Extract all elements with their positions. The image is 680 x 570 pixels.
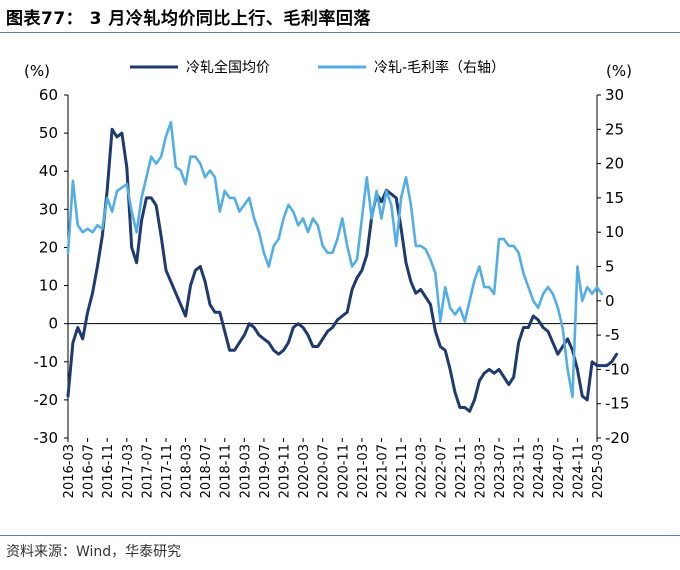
left-tick-label: 60: [39, 86, 58, 104]
x-tick-label: 2024-11: [571, 444, 586, 498]
x-tick-label: 2023-11: [513, 444, 528, 498]
right-tick-label: -15: [605, 395, 630, 413]
x-tick-label: 2020-03: [297, 444, 312, 498]
right-tick-label: 30: [605, 86, 624, 104]
right-tick-label: 25: [605, 120, 624, 138]
x-tick-label: 2023-07: [493, 444, 508, 498]
left-tick-label: 50: [39, 124, 58, 142]
bottom-rule: [0, 535, 680, 536]
x-tick-label: 2016-11: [101, 444, 116, 498]
right-axis-unit: (%): [606, 62, 632, 80]
left-tick-label: -10: [34, 353, 59, 371]
right-tick-label: 5: [605, 258, 615, 276]
right-tick-label: -5: [605, 326, 620, 344]
left-tick-label: -20: [34, 391, 59, 409]
left-axis-unit: (%): [24, 62, 50, 80]
axes: [64, 94, 601, 442]
x-tick-label: 2022-03: [415, 444, 430, 498]
legend: 冷轧全国均价 冷轧-毛利率（右轴）: [130, 59, 505, 76]
right-tick-label: 20: [605, 155, 624, 173]
series-line-cold-rolled-margin: [66, 121, 604, 399]
x-tick-label: 2021-03: [356, 444, 371, 498]
x-tick-label: 2017-03: [121, 444, 136, 498]
tick-labels: -30 -20 -10 0 10 20 30 40 50 60 -20 -15 -10 -5 0 5 10 15 2…: [24, 62, 632, 498]
x-tick-label: 2020-11: [336, 444, 351, 498]
left-tick-label: 20: [39, 238, 58, 256]
left-tick-label: -30: [34, 429, 59, 447]
left-tick-label: 0: [48, 315, 58, 333]
x-tick-label: 2021-07: [375, 444, 390, 498]
series-line-cold-rolled-avg-price: [66, 127, 619, 413]
x-tick-label: 2017-07: [140, 444, 155, 498]
x-tick-label: 2020-07: [317, 444, 332, 498]
right-tick-label: 10: [605, 223, 624, 241]
left-tick-label: 30: [39, 200, 58, 218]
x-tick-label: 2023-03: [473, 444, 488, 498]
x-tick-label: 2018-11: [219, 444, 234, 498]
x-tick-label: 2019-11: [278, 444, 293, 498]
x-tick-label: 2019-03: [238, 444, 253, 498]
x-tick-label: 2018-03: [180, 444, 195, 498]
right-tick-label: -20: [605, 429, 630, 447]
x-tick-label: 2018-07: [199, 444, 214, 498]
x-tick-label: 2019-07: [258, 444, 273, 498]
legend-label-avg-price: 冷轧全国均价: [186, 59, 270, 76]
left-tick-label: 40: [39, 162, 58, 180]
x-tick-label: 2024-07: [552, 444, 567, 498]
x-tick-label: 2022-07: [434, 444, 449, 498]
x-tick-label: 2022-11: [454, 444, 469, 498]
chart: -30 -20 -10 0 10 20 30 40 50 60 -20 -15 -10 -5 0 5 10 15 2…: [24, 59, 632, 498]
top-rule: [0, 32, 680, 33]
series-layer: [66, 121, 619, 413]
x-tick-label: 2025-03: [591, 444, 606, 498]
x-tick-label: 2016-03: [62, 444, 77, 498]
x-tick-label: 2021-11: [395, 444, 410, 498]
right-tick-label: 0: [605, 292, 615, 310]
right-tick-label: 15: [605, 189, 624, 207]
legend-label-margin: 冷轧-毛利率（右轴）: [374, 59, 505, 76]
figure-title: 图表77： 3 月冷轧均价同比上行、毛利率回落: [6, 9, 371, 29]
source-note: 资料来源：Wind，华泰研究: [6, 544, 182, 560]
right-tick-label: -10: [605, 360, 630, 378]
x-tick-label: 2017-11: [160, 444, 175, 498]
x-tick-label: 2024-03: [532, 444, 547, 498]
left-tick-label: 10: [39, 277, 58, 295]
x-tick-label: 2016-07: [82, 444, 97, 498]
